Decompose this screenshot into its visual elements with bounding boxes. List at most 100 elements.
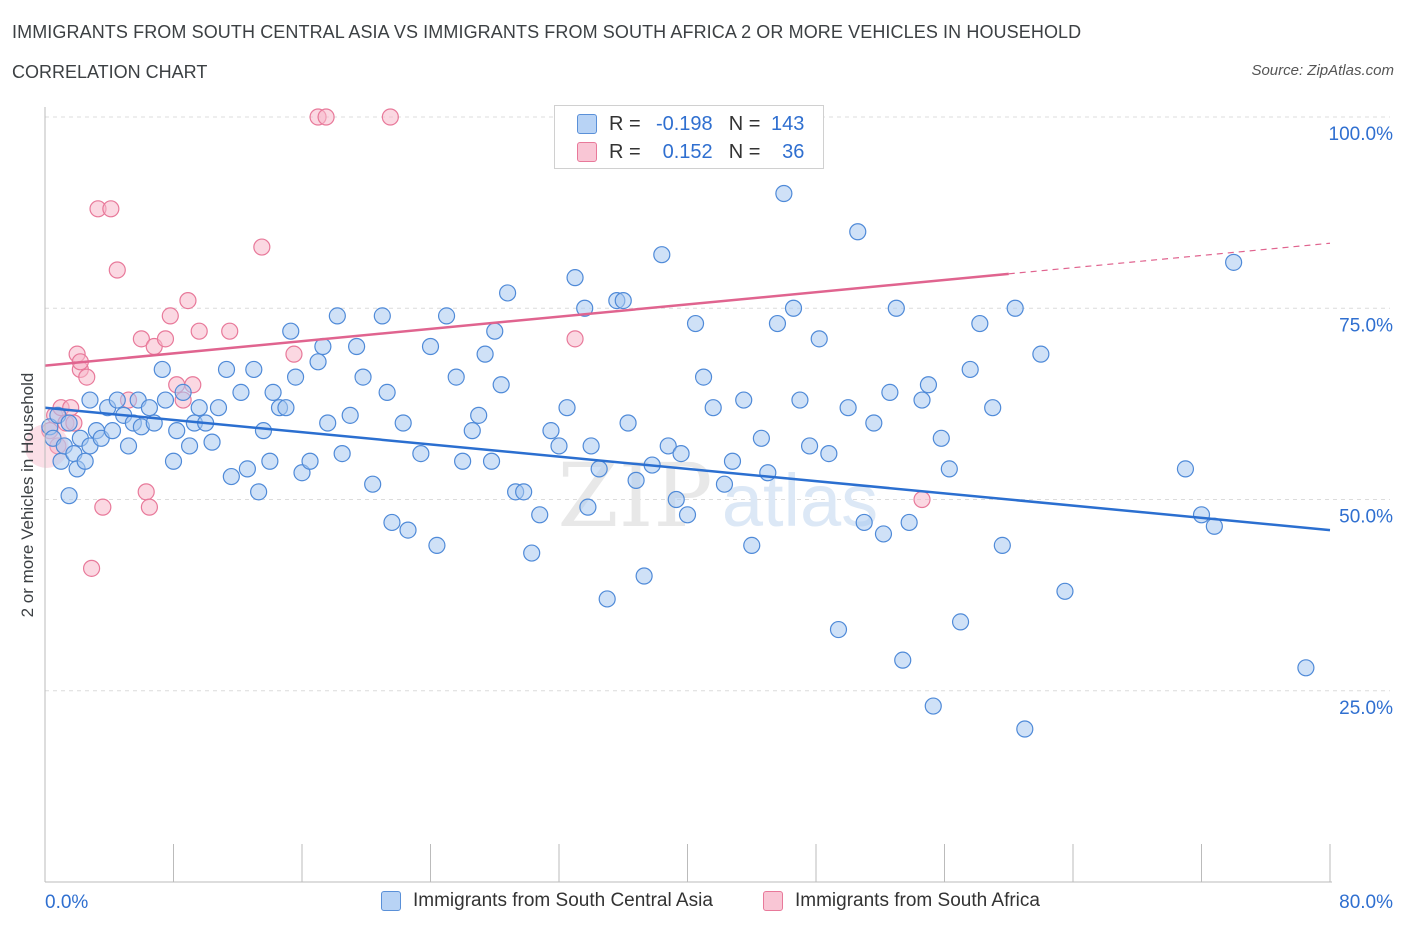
data-point — [412, 445, 430, 463]
data-point — [900, 513, 918, 532]
data-point — [82, 559, 101, 577]
data-point — [364, 475, 382, 493]
data-point — [865, 414, 883, 432]
data-point — [222, 467, 240, 486]
data-point — [319, 414, 337, 432]
data-point — [686, 314, 705, 333]
data-point — [820, 445, 838, 463]
chart-title: IMMIGRANTS FROM SOUTH CENTRAL ASIA VS IM… — [12, 22, 1082, 42]
legend-r-label: R = — [609, 112, 641, 135]
data-point — [203, 433, 221, 451]
x-tick-label: 0.0% — [45, 892, 88, 913]
chart-subtitle: CORRELATION CHART — [12, 62, 208, 82]
data-point — [542, 422, 560, 440]
data-point — [667, 490, 685, 509]
data-point — [800, 437, 819, 455]
data-point — [78, 368, 96, 386]
data-point — [482, 452, 501, 470]
data-point — [492, 376, 510, 394]
data-point — [791, 391, 809, 409]
data-point — [309, 353, 327, 371]
legend-label: Immigrants from South Africa — [795, 890, 1040, 911]
data-point — [94, 498, 112, 516]
data-point — [486, 322, 504, 340]
data-point — [421, 337, 440, 356]
data-point — [550, 437, 568, 455]
data-point — [394, 414, 412, 432]
data-point — [653, 246, 671, 264]
data-point — [153, 360, 171, 379]
data-point — [940, 460, 958, 478]
data-point — [913, 490, 931, 509]
data-point — [635, 567, 653, 585]
data-point — [245, 360, 263, 379]
data-point — [515, 483, 533, 501]
data-point — [140, 498, 159, 516]
legend-n-value: 36 — [782, 140, 805, 163]
data-point — [499, 284, 517, 302]
data-point — [137, 483, 155, 501]
data-point — [576, 299, 594, 317]
data-point — [715, 475, 734, 493]
data-point — [881, 383, 899, 401]
data-point — [566, 330, 584, 348]
data-point — [579, 498, 597, 516]
data-point — [333, 445, 351, 463]
data-point — [60, 487, 78, 505]
data-point — [373, 307, 391, 325]
legend-r-value: -0.198 — [655, 112, 713, 135]
legend-r-label: R = — [609, 140, 641, 163]
data-point — [108, 391, 126, 409]
data-point — [156, 330, 175, 348]
data-point — [619, 414, 637, 432]
data-point — [558, 399, 576, 417]
data-point — [1032, 345, 1050, 363]
y-tick-label: 50.0% — [1339, 507, 1393, 528]
data-point — [253, 238, 271, 256]
data-point — [428, 536, 446, 555]
trend-lines — [44, 242, 1331, 532]
data-point — [60, 414, 78, 432]
data-point — [476, 345, 494, 363]
data-point — [378, 383, 396, 401]
data-point — [174, 383, 192, 401]
data-point — [1225, 253, 1243, 271]
data-point — [932, 429, 950, 447]
data-point — [383, 513, 401, 532]
legend-swatch-pink — [577, 142, 597, 162]
data-point — [317, 108, 335, 126]
data-point — [238, 460, 256, 478]
legend-row-south-africa: R = 0.152 N = 36 — [577, 139, 804, 165]
data-point — [470, 406, 488, 424]
data-point — [108, 261, 126, 279]
points-south-central-asia — [41, 184, 1315, 738]
data-point — [447, 368, 465, 386]
data-point — [76, 452, 94, 470]
data-point — [277, 399, 295, 417]
data-point — [614, 292, 632, 310]
data-point — [735, 391, 753, 409]
data-point — [784, 299, 803, 317]
data-point — [590, 460, 608, 478]
data-point — [348, 337, 366, 356]
bottom-legend-south-central-asia: Immigrants from South Central Asia — [381, 890, 713, 912]
data-point — [180, 437, 199, 455]
tick-labels: 25.0% 50.0% 75.0% 100.0% 0.0% 80.0% — [45, 124, 1393, 913]
data-point — [328, 307, 346, 325]
data-point — [775, 184, 793, 203]
data-point — [168, 422, 186, 440]
data-point — [399, 521, 417, 539]
x-tick-label: 80.0% — [1339, 892, 1393, 913]
data-point — [566, 269, 584, 287]
data-point — [209, 399, 228, 417]
legend-swatch-pink — [763, 891, 783, 911]
legend-label: Immigrants from South Central Asia — [413, 890, 713, 911]
data-point — [354, 368, 372, 386]
watermark-atlas: atlas — [722, 459, 878, 542]
data-point — [984, 399, 1002, 417]
data-point — [1176, 460, 1195, 478]
data-point — [190, 322, 208, 340]
legend-r-value: 0.152 — [662, 140, 713, 163]
data-point — [156, 391, 175, 409]
data-point — [961, 360, 979, 379]
